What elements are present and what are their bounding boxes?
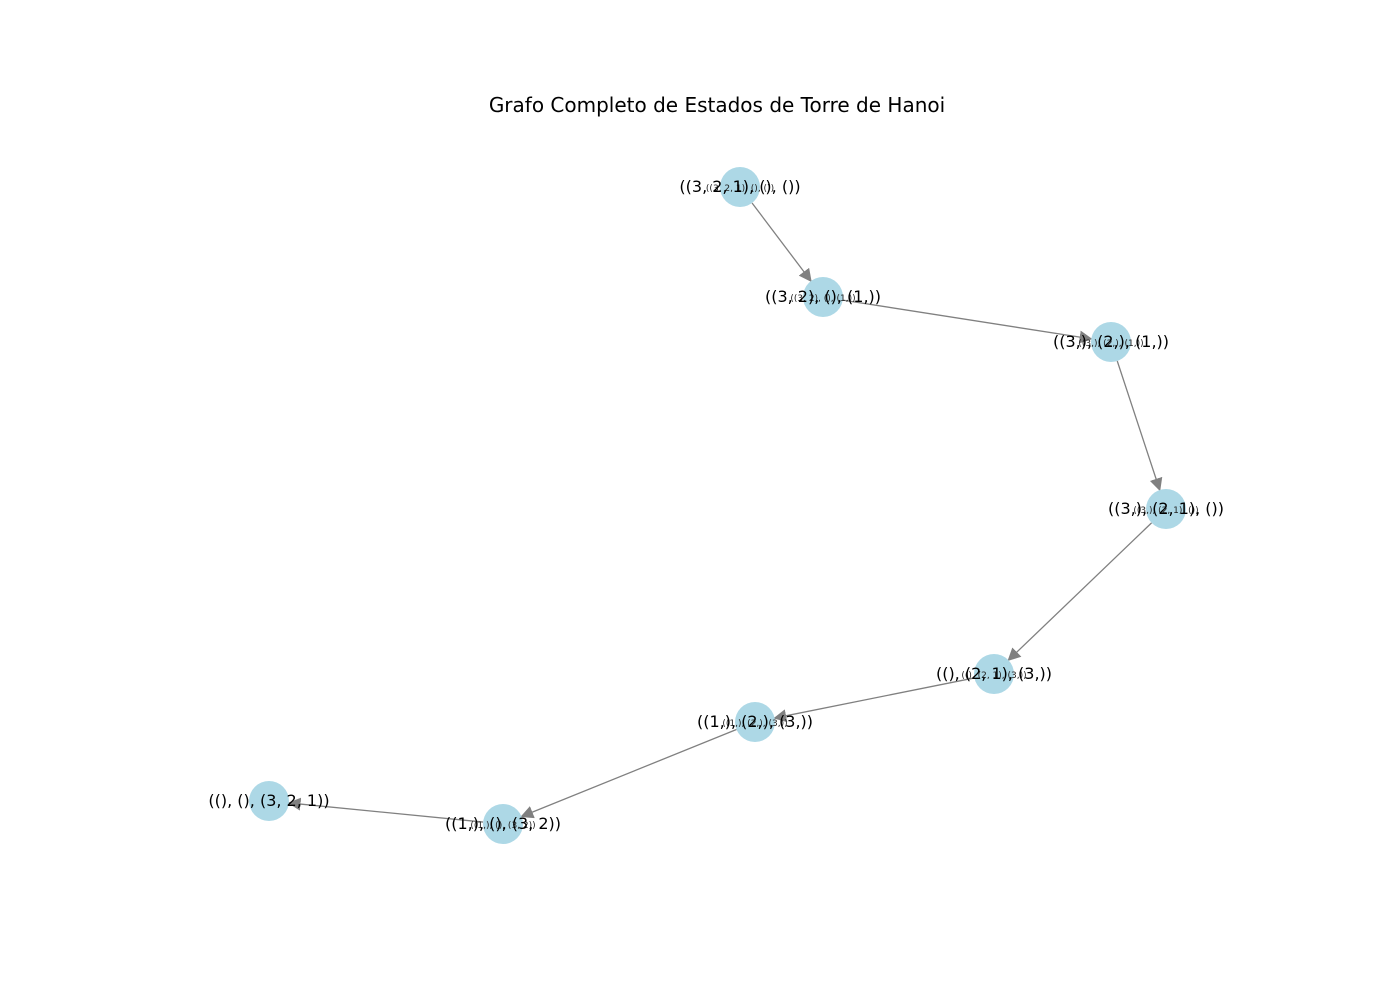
state-node (1146, 489, 1186, 529)
edge-n5-n6 (520, 728, 737, 819)
edge-n6-n7 (287, 797, 484, 823)
state-node (249, 781, 289, 821)
nodes-layer (249, 167, 1186, 844)
state-node (735, 702, 775, 742)
edge-n2-n3 (1116, 360, 1163, 492)
node-label: ((3, 2), (), (1,)) (765, 287, 881, 306)
node-label: ((3,), (2, 1), ()) (1108, 499, 1224, 518)
node-label: ((1,), (2,), (3,)) (697, 712, 813, 731)
node-label: ((), (), (3, 2, 1)) (208, 791, 329, 810)
edge-label: ((3,), (2,), (1,)) (1078, 339, 1143, 349)
state-node (974, 654, 1014, 694)
edge-n3-n4 (1007, 522, 1153, 662)
labels-layer: ((3, 2, 1), (), ()) ((3, 2), (), (1,)) ((3… (208, 177, 1224, 833)
state-node (720, 167, 760, 207)
edge-label: ((1,), (2,), (3,)) (722, 719, 787, 729)
edges-layer (287, 202, 1163, 823)
edge-n0-n1 (751, 202, 812, 283)
state-node (1091, 322, 1131, 362)
graph-title: Grafo Completo de Estados de Torre de Ha… (489, 93, 945, 117)
edge-label: ((), (2, 1), (3,)) (961, 671, 1026, 681)
edge-label: ((3, 2, 1), (), ()) (706, 184, 774, 194)
state-node (483, 804, 523, 844)
edge-label: ((3,), (2, 1), ()) (1133, 506, 1198, 516)
node-label: ((3,), (2,), (1,)) (1053, 332, 1169, 351)
node-label: ((1,), (), (3, 2)) (445, 814, 561, 833)
node-label: ((3, 2, 1), (), ()) (679, 177, 800, 196)
node-label: ((), (2, 1), (3,)) (936, 664, 1052, 683)
edge-label: ((3, 2), (), (1,)) (790, 294, 855, 304)
edge-n4-n5 (773, 677, 975, 723)
state-node (803, 277, 843, 317)
edge-label: ((1,), (), (3, 2)) (470, 821, 535, 831)
edge-n1-n2 (842, 299, 1093, 344)
